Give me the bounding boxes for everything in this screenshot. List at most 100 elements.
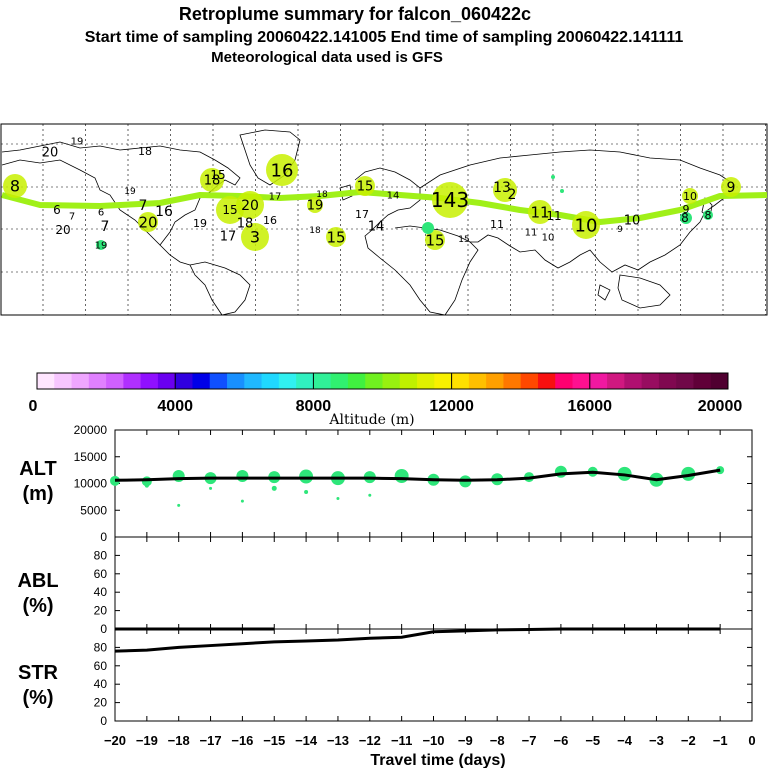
colorbar-swatch xyxy=(313,373,332,389)
map-day-label: 8 xyxy=(10,177,20,196)
colorbar-swatch xyxy=(296,373,314,389)
colorbar-swatch xyxy=(106,373,124,389)
figure-title: Retroplume summary for falcon_060422c xyxy=(179,4,531,24)
altitude-point xyxy=(336,496,340,500)
colorbar-swatch xyxy=(624,373,643,389)
map-day-label: 7 xyxy=(69,212,75,223)
plume-blob xyxy=(307,197,323,213)
colorbar-swatch xyxy=(434,373,453,389)
colorbar-tick-label: 12000 xyxy=(429,398,474,415)
map-day-label: 6 xyxy=(98,208,104,219)
colorbar-swatch xyxy=(54,373,73,389)
colorbar-swatch xyxy=(693,373,712,389)
plume-blob xyxy=(551,175,555,179)
colorbar-swatch xyxy=(503,373,522,389)
colorbar-swatch xyxy=(572,373,591,389)
x-tick-label: −15 xyxy=(263,733,285,748)
coastlines xyxy=(1,129,736,316)
map-day-label: 17 xyxy=(220,230,237,245)
plume-blob xyxy=(493,178,517,202)
panel-unit: (%) xyxy=(22,687,53,709)
colorbar-swatch xyxy=(399,373,418,389)
x-tick-label: −2 xyxy=(681,733,696,748)
plume-blob xyxy=(680,212,692,224)
x-tick-label: −19 xyxy=(136,733,158,748)
x-tick-label: −9 xyxy=(458,733,473,748)
x-tick-label: −16 xyxy=(231,733,253,748)
altitude-mean-line xyxy=(114,468,721,482)
map-day-label: 18 xyxy=(138,145,152,158)
sampling-times: Start time of sampling 20060422.141005 E… xyxy=(85,29,684,46)
x-tick-label: −20 xyxy=(104,733,126,748)
colorbar-swatch xyxy=(175,373,193,389)
map-day-label: 20 xyxy=(55,223,70,237)
map-day-label: 15 xyxy=(222,203,237,217)
colorbar-swatch xyxy=(658,373,677,389)
altitude-point xyxy=(144,483,149,488)
plume-blob xyxy=(326,227,346,247)
map-day-label: 7 xyxy=(101,219,110,235)
y-tick-label: 80 xyxy=(94,548,108,562)
plume-blob xyxy=(703,210,713,220)
map-day-label: 7 xyxy=(139,198,148,214)
colorbar-swatch xyxy=(641,373,660,389)
plume-blob xyxy=(560,189,564,193)
x-tick-label: 0 xyxy=(748,733,755,748)
colorbar-swatch xyxy=(347,373,366,389)
map-day-label: 9 xyxy=(727,180,736,196)
panel-unit: (%) xyxy=(22,595,53,617)
plume-blob xyxy=(528,200,552,224)
map-day-label: 19 xyxy=(307,199,324,214)
y-tick-label: 60 xyxy=(94,659,108,673)
map-day-label: 14 xyxy=(387,191,400,202)
map-day-label: 19 xyxy=(124,187,136,197)
plume-blob xyxy=(721,177,741,197)
colorbar-swatch xyxy=(451,373,470,389)
plume-blob xyxy=(355,176,375,196)
colorbar-swatch xyxy=(330,373,349,389)
map-day-label: 16 xyxy=(155,204,173,220)
plume-blob xyxy=(3,174,27,198)
panel-title: ABL xyxy=(17,570,58,592)
series-line xyxy=(114,627,721,653)
plume-blob xyxy=(432,182,468,218)
y-tick-label: 0 xyxy=(100,622,107,636)
colorbar-tick-label: 8000 xyxy=(296,398,332,415)
plume-blob xyxy=(572,211,600,239)
colorbar-swatch xyxy=(676,373,694,389)
x-tick-label: −5 xyxy=(585,733,600,748)
map-day-label: 20 xyxy=(138,213,157,231)
altitude-colorbar: 0 4000 8000 12000 16000 20000 xyxy=(29,372,742,415)
map-day-label: 8 xyxy=(705,209,712,222)
map-day-label: 14 xyxy=(368,220,385,235)
colorbar-swatch xyxy=(468,373,487,389)
panel-frame xyxy=(114,628,753,722)
x-tick-label: −11 xyxy=(391,733,412,748)
colorbar-swatch xyxy=(157,373,176,389)
map-day-label: 20 xyxy=(42,146,59,161)
map-day-label: 16 xyxy=(271,160,294,181)
trajectory-band xyxy=(1,189,768,225)
map-day-label: 18 xyxy=(204,174,221,189)
map-day-label: 17 xyxy=(355,208,369,221)
x-tick-label: −18 xyxy=(168,733,190,748)
plume-blob xyxy=(138,212,158,232)
colorbar-swatch xyxy=(486,373,504,389)
map-day-label: 16 xyxy=(263,214,277,227)
x-tick-label: −12 xyxy=(359,733,381,748)
map-day-label: 18 xyxy=(316,190,328,200)
map-day-label: 2 xyxy=(508,187,517,203)
altitude-point xyxy=(110,475,120,486)
map-day-label: 17 xyxy=(269,192,282,203)
y-tick-label: 60 xyxy=(94,567,108,581)
colorbar-swatch xyxy=(192,373,211,389)
met-data-note: Meteorological data used is GFS xyxy=(211,49,443,66)
retroplume-trajectory xyxy=(1,154,768,251)
map-day-label: 15 xyxy=(210,168,225,182)
plume-blob xyxy=(422,222,434,234)
plume-blob xyxy=(682,188,698,204)
map-day-label: 19 xyxy=(71,137,84,148)
altitude-point xyxy=(271,485,277,491)
